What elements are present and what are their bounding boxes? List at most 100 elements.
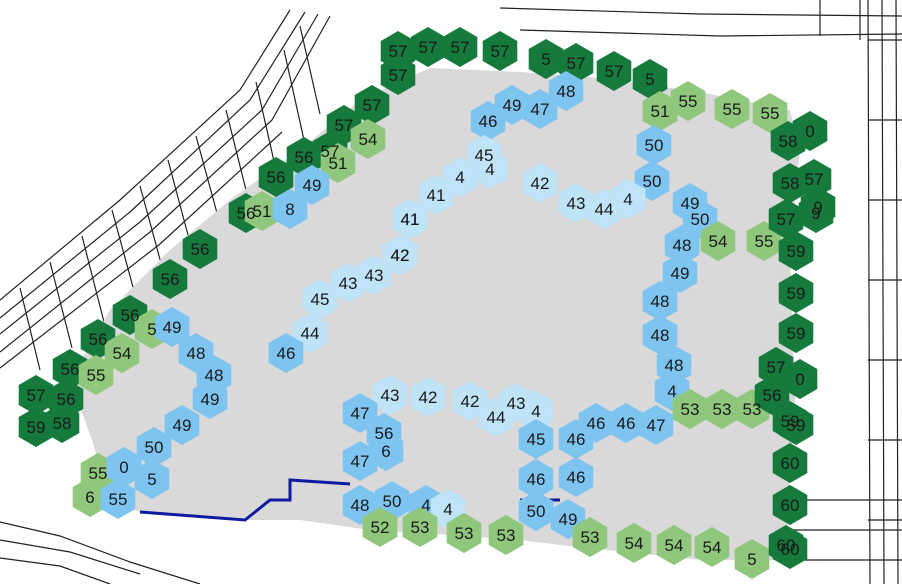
hex-cell (182, 229, 218, 269)
hex-value-label: 8 (285, 200, 294, 219)
hex-value-label: 56 (121, 306, 140, 325)
hex-value-label: 57 (567, 54, 586, 73)
hex-cell (518, 459, 554, 499)
hex-value-label: 47 (531, 100, 550, 119)
road-line (499, 7, 902, 17)
hex-cell (522, 163, 558, 203)
hex-value-label: 49 (173, 416, 192, 435)
hex-value-label: 4 (443, 500, 452, 519)
hex-cell (636, 125, 672, 165)
hex-cell (596, 51, 632, 91)
hex-value-label: 48 (351, 496, 370, 515)
hex-cell (272, 189, 308, 229)
road-line (0, 521, 201, 584)
hex-cell (778, 313, 814, 353)
hex-cell (134, 459, 170, 499)
hex-value-label: 60 (781, 496, 800, 515)
hex-cell (664, 225, 700, 265)
hex-value-label: 5 (147, 320, 156, 339)
hex-value-label: 56 (375, 424, 394, 443)
hex-value-label: 43 (507, 394, 526, 413)
hex-cell (642, 91, 678, 131)
hex-value-label: 5 (645, 70, 654, 89)
hex-value-label: 57 (805, 170, 824, 189)
hex-cell (104, 333, 140, 373)
road-line (0, 539, 141, 575)
hex-cell (670, 81, 706, 121)
hex-value-label: 42 (531, 174, 550, 193)
hex-value-label: 51 (651, 102, 670, 121)
hex-value-label: 4 (455, 168, 464, 187)
hex-cell (44, 403, 80, 443)
hex-cell (610, 179, 646, 219)
hex-cell (734, 539, 770, 579)
hex-value-label: 4 (623, 190, 632, 209)
hex-value-label: 48 (187, 344, 206, 363)
hex-value-label: 58 (779, 132, 798, 151)
hex-cell (714, 89, 750, 129)
hex-value-label: 41 (427, 186, 446, 205)
hex-cell (672, 389, 708, 429)
hex-value-label: 57 (605, 62, 624, 81)
hex-value-label: 44 (301, 324, 320, 343)
hex-value-label: 5 (147, 470, 156, 489)
hex-value-label: 9 (811, 204, 820, 223)
hex-cell (258, 157, 294, 197)
hex-cell (392, 199, 428, 239)
hex-cell (372, 375, 408, 415)
hex-value-label: 54 (359, 130, 378, 149)
hex-value-label: 60 (781, 454, 800, 473)
hex-value-label: 57 (389, 42, 408, 61)
hex-cell (268, 333, 304, 373)
hex-value-label: 43 (339, 274, 358, 293)
hex-value-label: 48 (651, 292, 670, 311)
hex-value-label: 53 (411, 518, 430, 537)
hex-value-label: 47 (647, 416, 666, 435)
hex-value-label: 51 (329, 154, 348, 173)
hex-cell (608, 403, 644, 443)
hex-value-label: 56 (61, 360, 80, 379)
hex-value-label: 49 (201, 390, 220, 409)
hex-cell (368, 431, 404, 471)
hex-value-label: 5 (541, 50, 550, 69)
road-line (19, 25, 321, 371)
hex-value-label: 43 (381, 386, 400, 405)
hex-cell (244, 191, 280, 231)
hex-cell (548, 71, 584, 111)
hex-cell (704, 389, 740, 429)
hex-value-label: 60 (777, 536, 796, 555)
hex-cell (518, 491, 554, 531)
hex-cell (164, 405, 200, 445)
hex-cell (472, 149, 508, 189)
hex-value-label: 55 (755, 232, 774, 251)
hex-cell (494, 85, 530, 125)
hex-value-label: 56 (237, 204, 256, 223)
hex-cell (302, 279, 338, 319)
hex-cell (330, 263, 366, 303)
hex-value-label: 56 (295, 148, 314, 167)
hex-cell (382, 235, 418, 275)
hex-cell (418, 175, 454, 215)
hex-value-label: 42 (391, 246, 410, 265)
hex-value-label: 59 (787, 242, 806, 261)
road-line (0, 557, 111, 584)
hex-cell (356, 255, 392, 295)
hex-value-label: 57 (767, 358, 786, 377)
hex-cell (18, 407, 54, 447)
hex-cell (152, 259, 188, 299)
hex-value-label: 6 (85, 488, 94, 507)
hex-value-label: 44 (487, 408, 506, 427)
hex-value-label: 56 (89, 330, 108, 349)
hex-value-label: 57 (419, 38, 438, 57)
hex-cell (72, 477, 108, 517)
hex-value-label: 4 (485, 160, 494, 179)
hex-value-label: 46 (479, 112, 498, 131)
hex-value-label: 60 (781, 540, 800, 559)
hex-value-label: 53 (743, 400, 762, 419)
hex-value-label: 48 (651, 326, 670, 345)
hex-value-label: 57 (321, 142, 340, 161)
hex-value-label: 49 (503, 96, 522, 115)
hex-value-label: 48 (665, 356, 684, 375)
